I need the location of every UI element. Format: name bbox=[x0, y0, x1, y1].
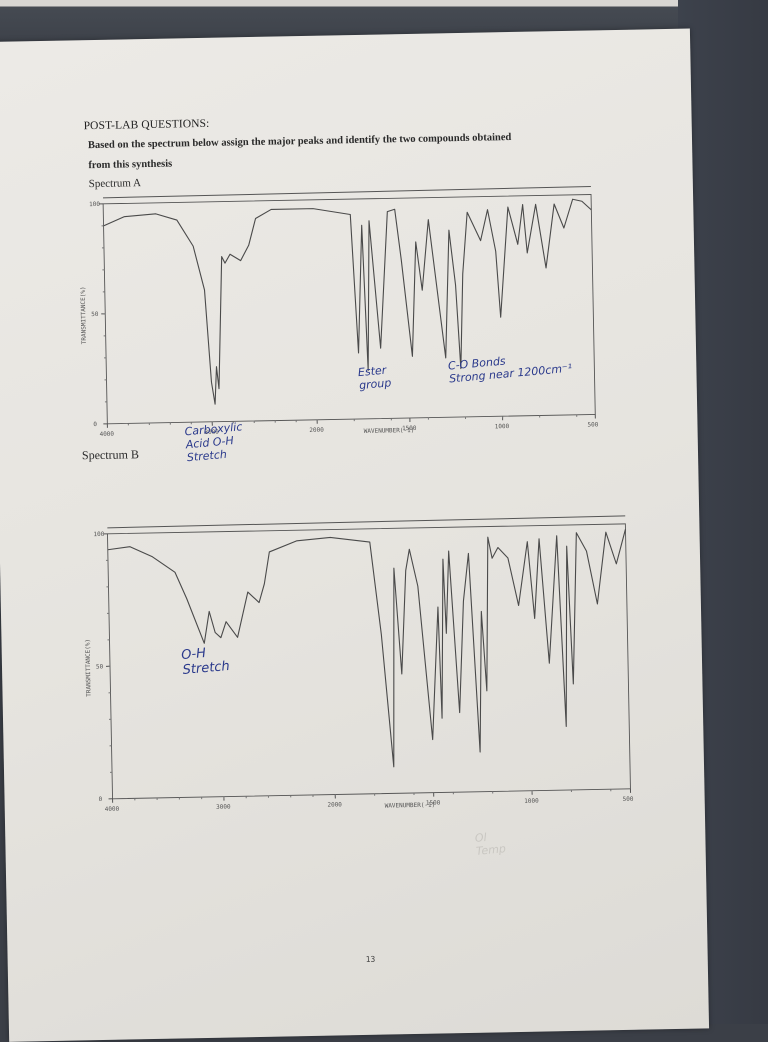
svg-text:500: 500 bbox=[623, 796, 634, 803]
annotation-ester-group: Ester group bbox=[357, 363, 391, 392]
svg-text:WAVENUMBER(-1): WAVENUMBER(-1) bbox=[385, 802, 436, 810]
worksheet-page: POST-LAB QUESTIONS: Based on the spectru… bbox=[0, 29, 709, 1042]
svg-text:4000: 4000 bbox=[105, 806, 120, 813]
svg-text:1000: 1000 bbox=[495, 423, 510, 430]
svg-text:0: 0 bbox=[98, 796, 102, 803]
svg-text:50: 50 bbox=[91, 311, 99, 318]
svg-text:2000: 2000 bbox=[309, 427, 324, 434]
svg-text:1000: 1000 bbox=[524, 798, 539, 805]
annotation-carboxylic-acid: Carboxylic Acid O-H Stretch bbox=[184, 420, 245, 464]
svg-text:500: 500 bbox=[587, 421, 598, 428]
svg-text:WAVENUMBER(-1): WAVENUMBER(-1) bbox=[364, 427, 415, 435]
spectrum-b-label: Spectrum B bbox=[82, 447, 139, 463]
svg-text:TRANSMITTANCE(%): TRANSMITTANCE(%) bbox=[80, 286, 88, 344]
instruction-text-line-1: Based on the spectrum below assign the m… bbox=[88, 132, 511, 151]
annotation-line: Temp bbox=[476, 842, 507, 858]
annotation-oh-stretch: O-H Stretch bbox=[181, 644, 231, 678]
post-lab-heading: POST-LAB QUESTIONS: bbox=[84, 118, 210, 132]
svg-text:2000: 2000 bbox=[327, 801, 342, 808]
instruction-text-line-2: from this synthesis bbox=[88, 159, 172, 172]
svg-text:3000: 3000 bbox=[216, 804, 231, 811]
page-number: 13 bbox=[366, 955, 376, 964]
svg-text:TRANSMITTANCE(%): TRANSMITTANCE(%) bbox=[84, 639, 92, 697]
svg-text:100: 100 bbox=[93, 531, 104, 538]
svg-text:50: 50 bbox=[96, 663, 104, 670]
annotation-faint-pencil: Ol Temp bbox=[474, 829, 506, 858]
svg-text:0: 0 bbox=[93, 421, 97, 428]
svg-text:100: 100 bbox=[89, 201, 100, 208]
svg-text:4000: 4000 bbox=[99, 431, 114, 438]
spectrum-a-label: Spectrum A bbox=[89, 177, 141, 190]
